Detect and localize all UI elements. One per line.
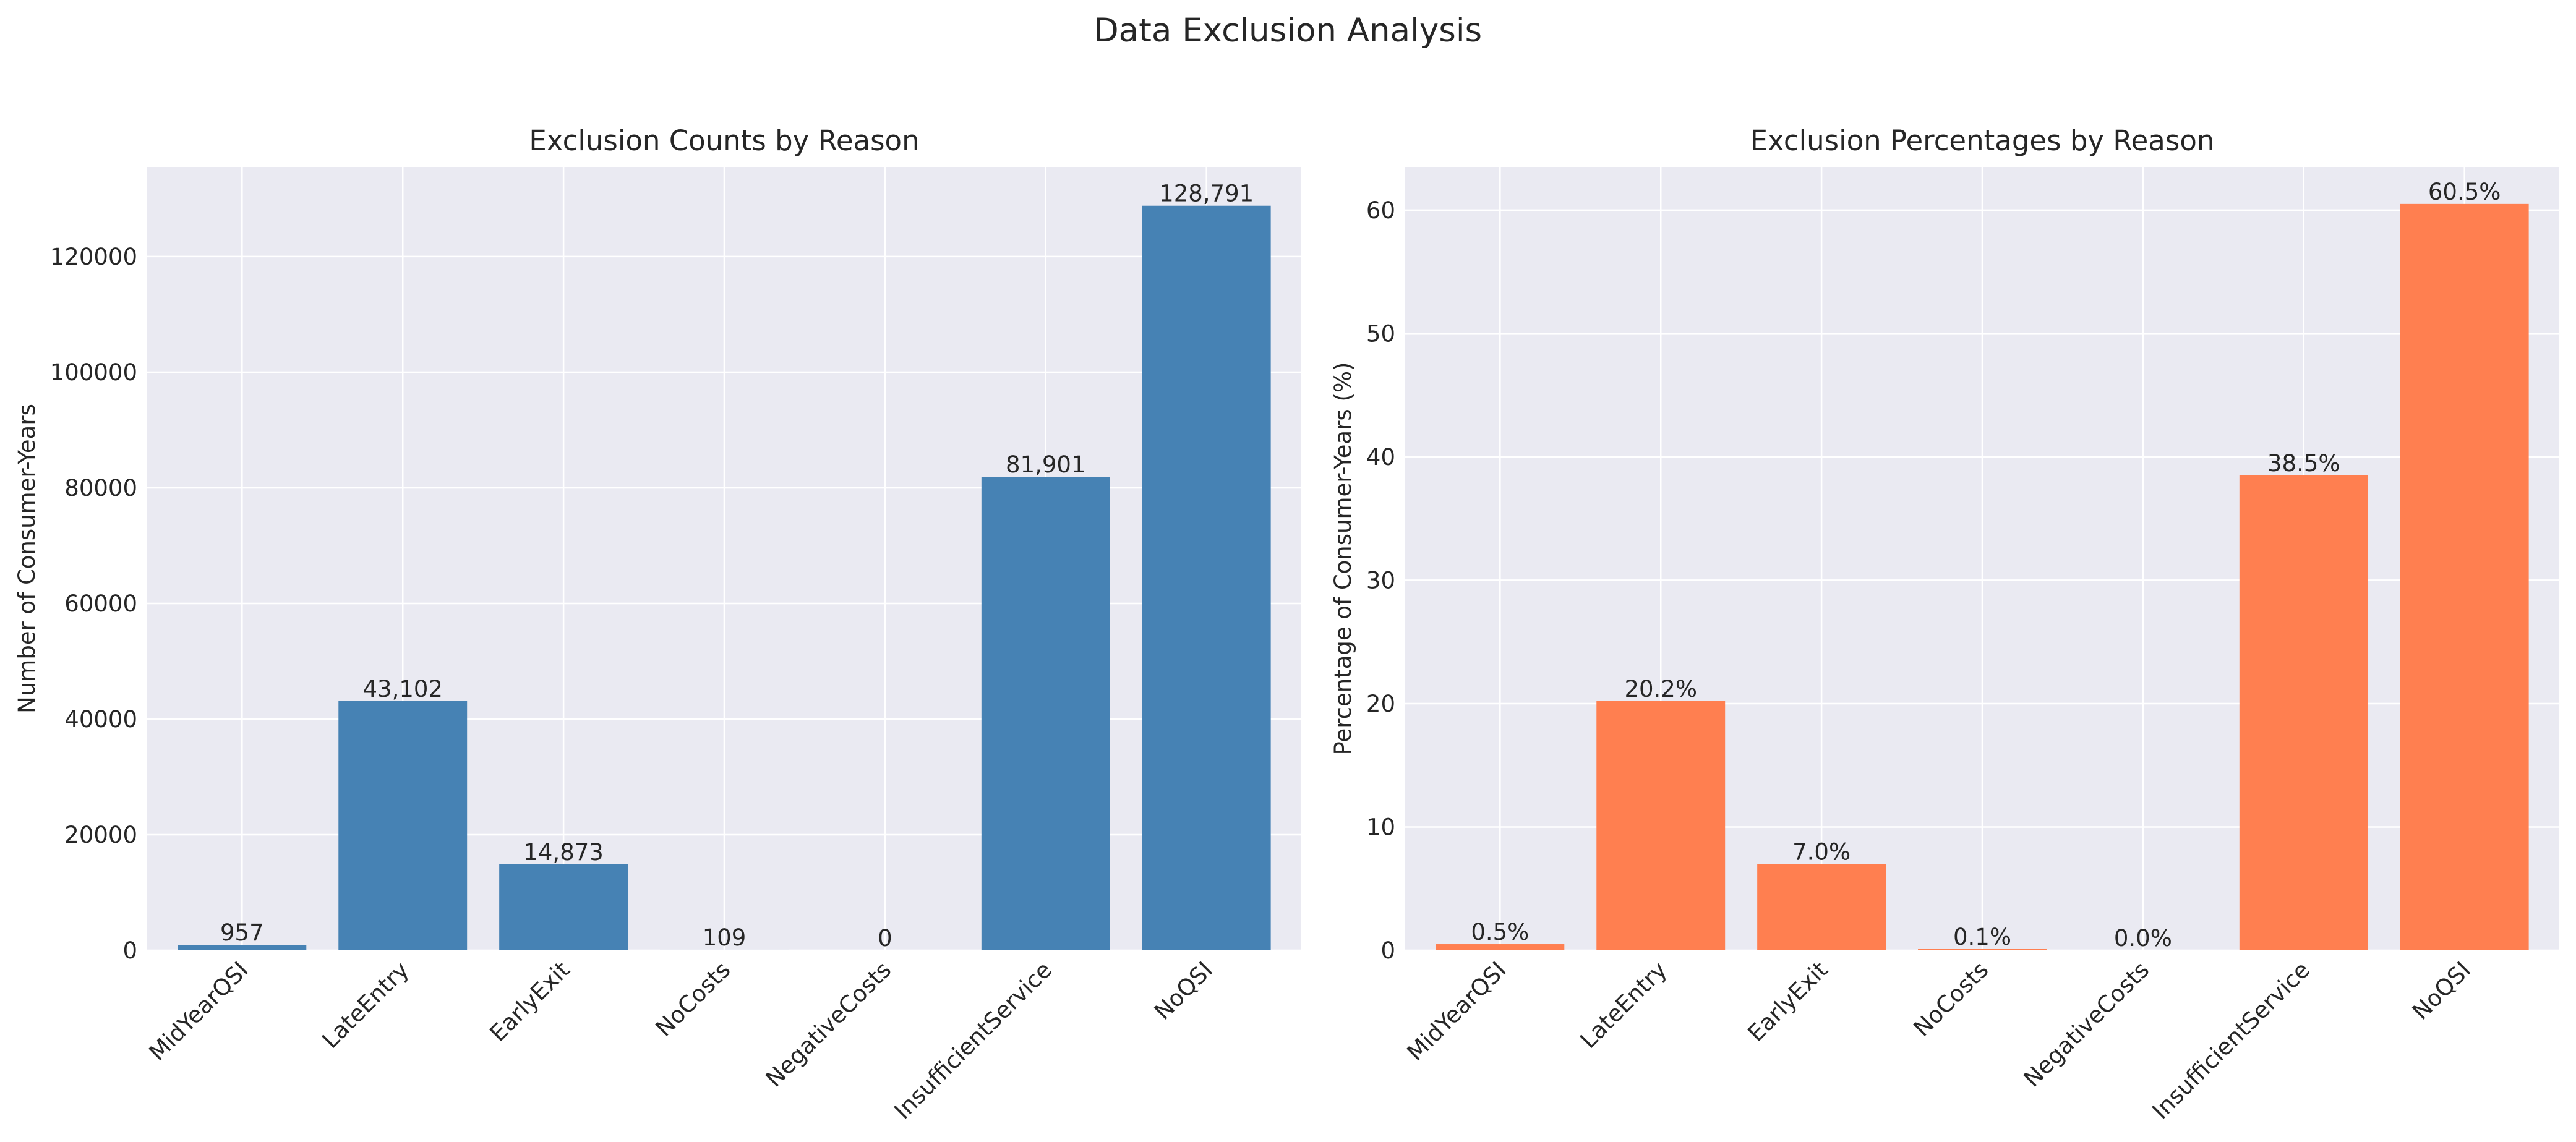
bar-insufficient-service: [981, 477, 1110, 950]
bar-late-entry: [338, 701, 468, 950]
bar-no-qsi: [1142, 205, 1271, 950]
value-labels: 0.5% 20.2% 7.0% 0.1% 0.0% 38.5% 60.5%: [1471, 179, 2501, 952]
value-label-no-qsi: 128,791: [1159, 181, 1254, 207]
y-tick-label: 100000: [50, 359, 137, 386]
x-tick-label-no-costs: NoCosts: [651, 957, 736, 1042]
x-tick-label-mid-year-qsi: MidYearQSI: [1402, 957, 1512, 1066]
value-label-no-costs: 0.1%: [1953, 924, 2011, 950]
bar-insufficient-service: [2239, 475, 2368, 950]
x-tick-label-late-entry: LateEntry: [317, 957, 414, 1054]
x-tick-label-early-exit: EarlyExit: [484, 957, 575, 1047]
y-axis-ticks: 0 20000 40000 60000 80000 100000 120000: [50, 244, 137, 964]
x-tick-label-late-entry: LateEntry: [1575, 957, 1672, 1054]
x-tick-label-no-costs: NoCosts: [1909, 957, 1994, 1042]
value-label-insufficient-service: 81,901: [1006, 451, 1085, 478]
value-label-no-costs: 109: [703, 924, 747, 951]
value-label-negative-costs: 0: [878, 925, 892, 952]
x-tick-label-insufficient-service: InsufficientService: [889, 957, 1057, 1124]
y-tick-label: 20000: [64, 822, 137, 848]
x-tick-label-no-qsi: NoQSI: [2407, 957, 2476, 1025]
value-label-mid-year-qsi: 0.5%: [1471, 919, 1529, 945]
x-axis-ticks: MidYearQSI LateEntry EarlyExit NoCosts Negat…: [144, 957, 1218, 1124]
figure-title: Data Exclusion Analysis: [1093, 12, 1482, 49]
bar-late-entry: [1596, 701, 1726, 950]
y-tick-label: 40: [1366, 444, 1395, 471]
x-tick-label-insufficient-service: InsufficientService: [2147, 957, 2315, 1124]
value-label-negative-costs: 0.0%: [2114, 925, 2172, 952]
bar-series: [178, 205, 1271, 950]
y-tick-label: 0: [122, 937, 137, 964]
y-tick-label: 50: [1366, 320, 1395, 347]
counts-chart-panel: 957 43,102 14,873 109 0 81,901 128,791 0 20000 4…: [14, 124, 1301, 1124]
y-tick-label: 60: [1366, 197, 1395, 224]
value-label-late-entry: 20.2%: [1624, 676, 1697, 702]
value-label-insufficient-service: 38.5%: [2267, 450, 2340, 477]
bar-series: [1436, 203, 2529, 950]
y-tick-label: 60000: [64, 590, 137, 617]
y-tick-label: 10: [1366, 814, 1395, 840]
x-tick-label-early-exit: EarlyExit: [1742, 957, 1833, 1047]
value-labels: 957 43,102 14,873 109 0 81,901 128,791: [220, 181, 1254, 952]
x-tick-label-negative-costs: NegativeCosts: [761, 957, 897, 1093]
value-label-mid-year-qsi: 957: [220, 919, 264, 946]
x-tick-label-mid-year-qsi: MidYearQSI: [144, 957, 254, 1066]
y-axis-label: Percentage of Consumer-Years (%): [1330, 362, 1356, 756]
y-tick-label: 40000: [64, 706, 137, 733]
value-label-late-entry: 43,102: [362, 676, 442, 702]
chart-title: Exclusion Counts by Reason: [529, 124, 919, 157]
value-label-early-exit: 14,873: [523, 839, 603, 866]
y-axis-ticks: 0 10 20 30 40 50 60: [1366, 197, 1395, 964]
x-tick-label-negative-costs: NegativeCosts: [2019, 957, 2155, 1093]
y-axis-label: Number of Consumer-Years: [14, 404, 40, 714]
y-tick-label: 30: [1366, 567, 1395, 594]
bar-early-exit: [1757, 864, 1886, 950]
x-tick-label-no-qsi: NoQSI: [1149, 957, 1218, 1025]
bar-no-costs: [1918, 949, 2047, 950]
value-label-no-qsi: 60.5%: [2428, 179, 2501, 205]
percentages-chart-panel: 0.5% 20.2% 7.0% 0.1% 0.0% 38.5% 60.5% 0 10 20 30 4…: [1330, 124, 2559, 1124]
y-tick-label: 0: [1380, 937, 1395, 964]
y-tick-label: 80000: [64, 475, 137, 501]
y-tick-label: 20: [1366, 691, 1395, 717]
bar-no-qsi: [2400, 203, 2529, 950]
x-axis-ticks: MidYearQSI LateEntry EarlyExit NoCosts Negat…: [1402, 957, 2476, 1124]
y-tick-label: 120000: [50, 244, 137, 270]
bar-mid-year-qsi: [178, 945, 307, 950]
value-label-early-exit: 7.0%: [1792, 838, 1851, 865]
bar-mid-year-qsi: [1436, 944, 1565, 950]
chart-title: Exclusion Percentages by Reason: [1750, 124, 2215, 157]
bar-early-exit: [499, 864, 628, 950]
